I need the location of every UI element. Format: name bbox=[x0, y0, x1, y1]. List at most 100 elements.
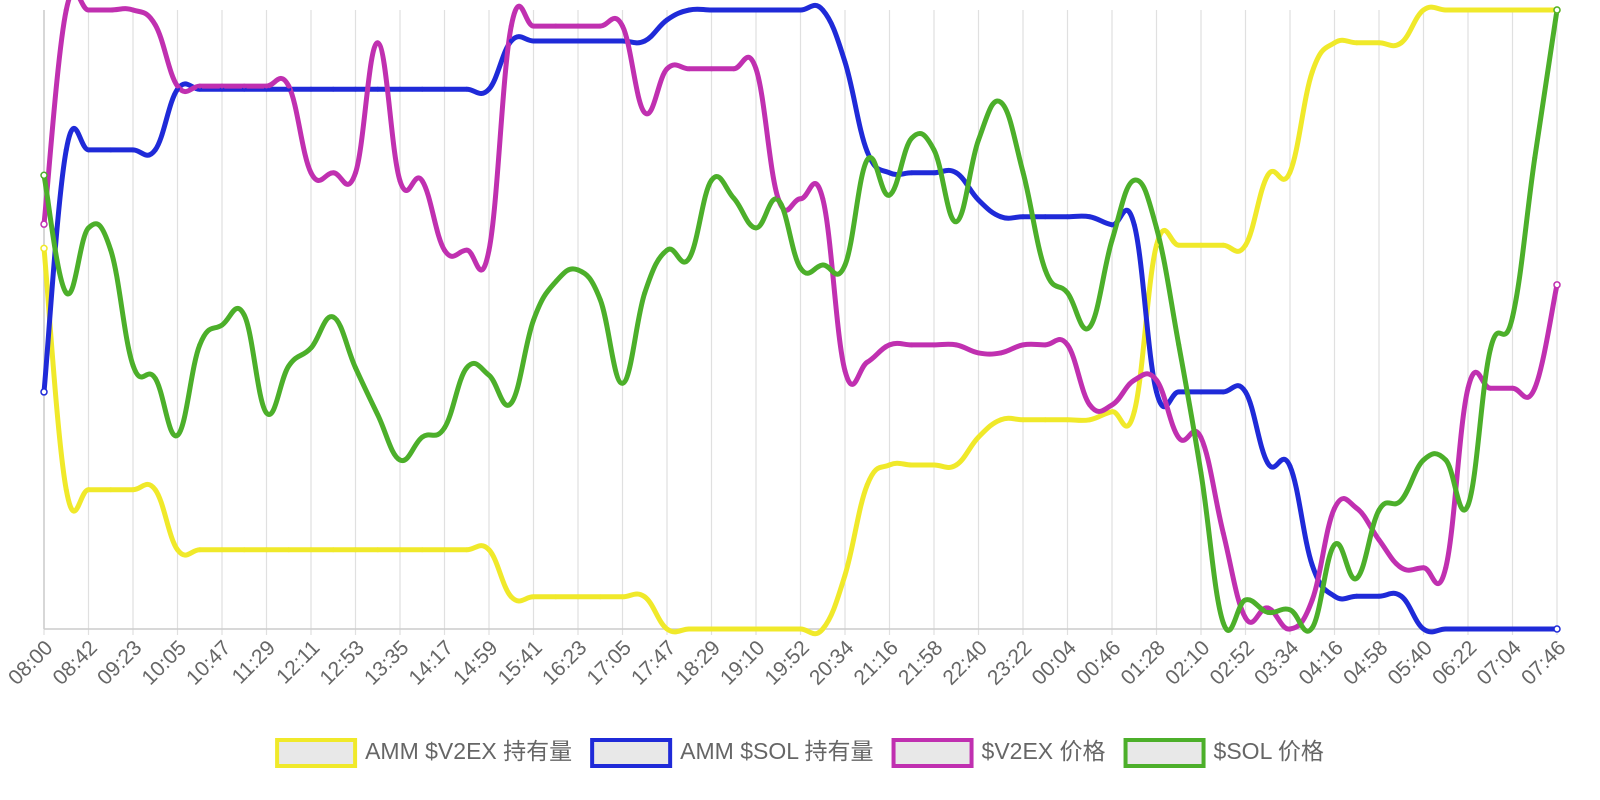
data-point bbox=[175, 83, 180, 89]
data-point bbox=[1287, 463, 1293, 469]
data-point bbox=[397, 178, 403, 184]
data-point bbox=[686, 66, 692, 72]
data-point bbox=[419, 86, 425, 92]
data-point bbox=[63, 487, 69, 493]
data-point bbox=[753, 7, 759, 13]
data-point bbox=[1198, 470, 1204, 476]
data-point bbox=[152, 147, 158, 153]
data-point bbox=[642, 110, 648, 116]
data-point bbox=[130, 362, 136, 368]
data-point bbox=[1087, 417, 1093, 423]
data-point bbox=[753, 626, 759, 632]
data-point bbox=[86, 7, 91, 13]
data-point bbox=[1109, 222, 1115, 228]
x-tick-label: 00:46 bbox=[1072, 636, 1125, 689]
data-point bbox=[1376, 507, 1382, 513]
data-point bbox=[108, 7, 114, 13]
data-point bbox=[152, 22, 158, 28]
data-point bbox=[664, 17, 670, 23]
data-point bbox=[1220, 389, 1226, 395]
data-point bbox=[175, 432, 180, 438]
data-point bbox=[1198, 389, 1204, 395]
data-point bbox=[931, 342, 937, 348]
data-point bbox=[1487, 7, 1493, 13]
data-point bbox=[264, 547, 269, 553]
data-point bbox=[464, 365, 470, 371]
x-tick-label: 08:00 bbox=[4, 636, 57, 689]
data-point bbox=[1131, 177, 1137, 183]
x-tick-label: 13:35 bbox=[360, 636, 413, 689]
x-tick-label: 09:23 bbox=[93, 636, 146, 689]
data-point bbox=[798, 7, 803, 13]
x-tick-label: 14:59 bbox=[449, 636, 502, 689]
data-point bbox=[508, 23, 514, 29]
x-tick-label: 11:29 bbox=[228, 636, 280, 688]
x-tick-label: 02:52 bbox=[1206, 636, 1259, 689]
data-point bbox=[864, 482, 870, 488]
data-point bbox=[108, 487, 114, 493]
data-point bbox=[1376, 593, 1382, 599]
data-point bbox=[1042, 342, 1048, 348]
data-point bbox=[864, 157, 870, 163]
data-point bbox=[353, 170, 358, 176]
data-point bbox=[731, 7, 737, 13]
data-point bbox=[1220, 620, 1226, 626]
data-point bbox=[887, 342, 892, 348]
data-point bbox=[1354, 575, 1360, 581]
data-point bbox=[308, 170, 314, 176]
data-point bbox=[375, 412, 381, 418]
data-point bbox=[1421, 457, 1426, 463]
legend-swatch bbox=[1123, 738, 1206, 768]
data-point bbox=[575, 38, 581, 44]
x-tick-label: 19:10 bbox=[716, 636, 769, 689]
data-point bbox=[1198, 435, 1204, 441]
data-point bbox=[575, 23, 581, 29]
data-point bbox=[864, 359, 870, 365]
data-point bbox=[442, 86, 447, 92]
data-point bbox=[1176, 389, 1182, 395]
data-point bbox=[353, 86, 358, 92]
data-point bbox=[1332, 542, 1337, 548]
data-point bbox=[887, 462, 892, 468]
x-tick-label: 12:11 bbox=[272, 636, 324, 688]
data-point bbox=[1398, 593, 1404, 599]
data-point bbox=[709, 626, 714, 632]
data-point bbox=[686, 626, 692, 632]
data-point bbox=[1109, 402, 1115, 408]
data-point bbox=[486, 86, 492, 92]
data-point bbox=[86, 147, 91, 153]
data-point bbox=[1287, 607, 1293, 613]
data-point bbox=[175, 547, 180, 553]
data-point bbox=[464, 547, 470, 553]
data-point bbox=[1065, 342, 1070, 348]
data-point bbox=[130, 487, 136, 493]
data-point bbox=[1354, 593, 1360, 599]
x-tick-label: 07:46 bbox=[1517, 636, 1570, 689]
data-point bbox=[620, 38, 625, 44]
data-point bbox=[1243, 615, 1248, 621]
data-point bbox=[397, 457, 403, 463]
x-tick-label: 01:28 bbox=[1117, 636, 1170, 689]
data-point bbox=[330, 170, 336, 176]
data-point bbox=[419, 178, 425, 184]
data-point bbox=[40, 171, 48, 180]
data-point bbox=[375, 40, 381, 46]
x-tick-label: 12:53 bbox=[316, 636, 369, 689]
data-point bbox=[642, 38, 648, 44]
data-point bbox=[397, 86, 403, 92]
data-point bbox=[1065, 290, 1070, 296]
data-point bbox=[1309, 562, 1315, 568]
data-point bbox=[486, 247, 492, 253]
data-point bbox=[864, 149, 870, 155]
legend-label: $V2EX 价格 bbox=[982, 738, 1106, 764]
data-point bbox=[820, 7, 826, 13]
data-point bbox=[753, 225, 759, 231]
data-point bbox=[731, 195, 737, 201]
data-point bbox=[1309, 597, 1315, 603]
data-point bbox=[686, 255, 692, 261]
data-point bbox=[909, 342, 915, 348]
data-point bbox=[375, 86, 381, 92]
data-point bbox=[353, 547, 358, 553]
data-point bbox=[1287, 169, 1293, 175]
data-point bbox=[909, 170, 915, 176]
